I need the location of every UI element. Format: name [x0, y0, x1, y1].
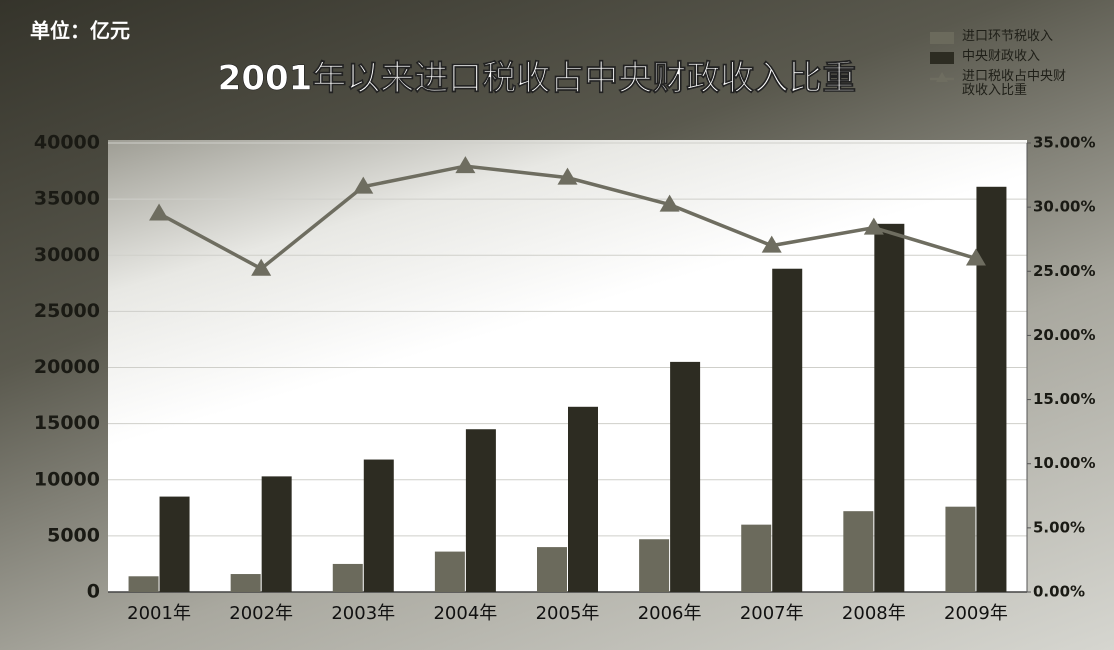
unit-label: 单位：亿元: [30, 19, 130, 43]
bar: [363, 459, 394, 592]
line-marker: [149, 203, 170, 221]
y2-tick-label: 0.00%: [1033, 583, 1085, 601]
bar: [670, 361, 701, 592]
bar: [772, 268, 803, 592]
bar: [261, 476, 292, 592]
bar: [741, 524, 772, 592]
bar: [332, 563, 363, 592]
y2-tick-label: 10.00%: [1033, 454, 1095, 472]
y2-tick-label: 25.00%: [1033, 262, 1095, 280]
y-tick-label: 40000: [34, 132, 100, 154]
x-tick-label: 2004年: [433, 603, 497, 624]
bar: [976, 186, 1007, 592]
bar: [230, 574, 261, 592]
legend-label: 进口税收占中央财政收入比重: [962, 69, 1067, 98]
line-marker: [863, 217, 884, 235]
bar: [537, 547, 567, 592]
y2-tick-label: 15.00%: [1033, 390, 1095, 408]
legend-swatch: [930, 32, 954, 44]
x-tick-label: 2006年: [638, 603, 702, 624]
legend-label: 中央财政收入: [962, 49, 1041, 64]
line-marker: [455, 156, 476, 174]
bar: [639, 539, 670, 592]
plot-area: [108, 140, 1027, 592]
x-tick-label: 2001年: [127, 603, 191, 624]
line-marker: [761, 235, 782, 253]
legend-swatch: [930, 52, 954, 64]
bar: [159, 496, 190, 592]
x-tick-label: 2003年: [331, 603, 395, 624]
y-tick-label: 10000: [34, 468, 100, 490]
y2-tick-label: 5.00%: [1033, 518, 1085, 536]
y-tick-label: 0: [87, 581, 100, 603]
x-tick-label: 2002年: [229, 603, 293, 624]
legend-item: 中央财政收入: [930, 50, 1100, 64]
bar: [568, 406, 598, 592]
y2-tick-label: 20.00%: [1033, 326, 1095, 344]
y-tick-label: 5000: [47, 524, 100, 546]
x-tick-label: 2007年: [740, 603, 804, 624]
legend: 进口环节税收入 中央财政收入进口税收占中央财政收入比重: [930, 30, 1100, 104]
y-tick-label: 30000: [34, 244, 100, 266]
line-marker: [659, 194, 680, 212]
y-tick-label: 35000: [34, 188, 100, 210]
y-tick-label: 20000: [34, 356, 100, 378]
legend-swatch: [930, 72, 954, 84]
line-marker: [251, 258, 272, 276]
bar: [874, 223, 905, 592]
legend-item: 进口税收占中央财政收入比重: [930, 70, 1100, 98]
y2-tick-label: 30.00%: [1033, 198, 1095, 216]
chart-title: 2001年以来进口税收占中央财政收入比重: [218, 59, 857, 99]
legend-label: 进口环节税收入: [962, 29, 1054, 44]
bar: [843, 511, 874, 592]
x-tick-label: 2005年: [536, 603, 600, 624]
line-marker: [965, 248, 986, 266]
bar: [128, 576, 159, 592]
bar: [434, 551, 465, 592]
legend-item: 进口环节税收入: [930, 30, 1100, 44]
bar: [465, 429, 496, 592]
y-tick-label: 25000: [34, 300, 100, 322]
bar: [945, 506, 976, 592]
x-tick-label: 2009年: [944, 603, 1008, 624]
line-marker: [557, 167, 578, 185]
x-tick-label: 2008年: [842, 603, 906, 624]
line-marker: [353, 176, 374, 194]
y-tick-label: 15000: [34, 412, 100, 434]
y2-tick-label: 35.00%: [1033, 134, 1095, 152]
